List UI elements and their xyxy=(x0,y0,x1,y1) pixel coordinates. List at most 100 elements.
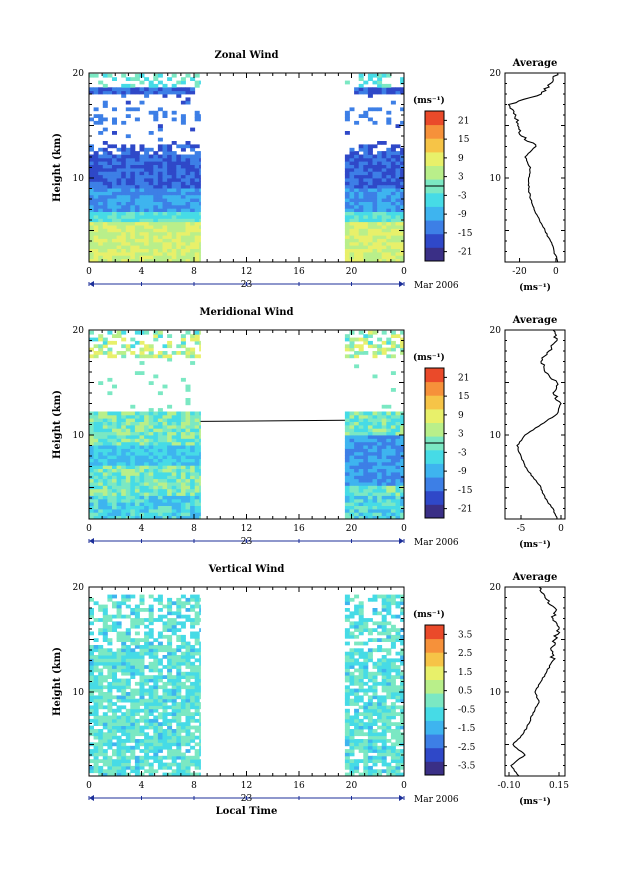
heatmap-cell xyxy=(363,418,369,422)
heatmap-cell xyxy=(395,90,401,95)
heatmap-cell xyxy=(358,732,364,737)
heatmap-cell xyxy=(386,340,392,345)
heatmap-cell xyxy=(386,638,392,642)
heatmap-cell xyxy=(176,144,182,149)
heatmap-cell xyxy=(125,505,131,510)
heatmap-cell xyxy=(139,729,145,733)
heatmap-cell xyxy=(180,675,186,679)
heatmap-cell xyxy=(98,418,104,422)
heatmap-cell xyxy=(157,421,163,426)
heatmap-cell xyxy=(121,482,127,486)
heatmap-cell xyxy=(153,418,159,422)
heatmap-cell xyxy=(139,191,145,196)
heatmap-cell xyxy=(377,418,383,422)
heatmap-cell xyxy=(107,688,113,693)
heatmap-cell xyxy=(112,468,117,473)
heatmap-cell xyxy=(194,729,200,733)
heatmap-cell xyxy=(130,465,136,469)
heatmap-cell xyxy=(390,435,396,439)
heatmap-cell xyxy=(98,258,104,263)
heatmap-cell xyxy=(157,492,163,496)
heatmap-cell xyxy=(199,114,201,118)
heatmap-cell xyxy=(176,508,182,513)
heatmap-cell xyxy=(194,698,200,703)
colorbar-segment xyxy=(425,693,444,708)
heatmap-cell xyxy=(153,241,159,246)
heatmap-cell xyxy=(162,235,168,239)
heatmap-cell xyxy=(171,621,177,626)
heatmap-cell xyxy=(367,678,373,683)
heatmap-cell xyxy=(194,114,200,118)
heatmap-cell xyxy=(98,337,104,342)
heatmap-cell xyxy=(381,608,387,612)
heatmap-cell xyxy=(171,465,177,469)
heatmap-cell xyxy=(171,117,177,122)
heatmap-cell xyxy=(377,178,383,182)
heatmap-cell xyxy=(358,241,364,246)
heatmap-cell xyxy=(194,772,200,777)
heatmap-cell xyxy=(354,458,360,463)
heatmap-cell xyxy=(377,201,383,206)
heatmap-cell xyxy=(377,638,383,642)
heatmap-cell xyxy=(190,167,196,172)
colorbar-segment xyxy=(425,233,444,248)
heatmap-cell xyxy=(358,742,364,747)
heatmap-cell xyxy=(162,712,168,716)
heatmap-cell xyxy=(176,749,182,753)
heatmap-cell xyxy=(176,90,182,95)
heatmap-cell xyxy=(377,661,383,666)
heatmap-cell xyxy=(386,685,392,690)
heatmap-cell xyxy=(180,451,186,456)
colorbar-tick-label: 3.5 xyxy=(458,630,473,640)
heatmap-cell xyxy=(93,184,99,189)
heatmap-cell xyxy=(116,621,122,626)
heatmap-cell xyxy=(89,411,94,416)
heatmap-cell xyxy=(199,455,201,459)
heatmap-cell xyxy=(358,251,364,256)
heatmap-cell xyxy=(107,661,113,666)
heatmap-cell xyxy=(358,337,364,342)
heatmap-cell xyxy=(358,472,364,476)
heatmap-cell xyxy=(171,245,177,249)
heatmap-cell xyxy=(167,421,173,426)
heatmap-cell xyxy=(199,675,201,679)
heatmap-cell xyxy=(344,505,350,510)
heatmap-cell xyxy=(390,685,396,690)
heatmap-cell xyxy=(400,255,405,260)
heatmap-cell xyxy=(167,655,173,659)
heatmap-cell xyxy=(349,722,355,726)
heatmap-cell xyxy=(112,340,117,345)
heatmap-cell xyxy=(381,685,387,690)
heatmap-cell xyxy=(194,472,200,476)
heatmap-cell xyxy=(400,208,405,212)
heatmap-cell xyxy=(98,512,104,517)
heatmap-cell xyxy=(167,618,173,622)
heatmap-cell xyxy=(358,739,364,743)
heatmap-cell xyxy=(130,739,136,743)
heatmap-cell xyxy=(386,248,392,253)
heatmap-cell xyxy=(386,621,392,626)
heatmap-cell xyxy=(176,204,182,209)
heatmap-cell xyxy=(400,498,405,503)
heatmap-cell xyxy=(190,194,196,199)
heatmap-cell xyxy=(93,648,99,653)
heatmap-cell xyxy=(390,729,396,733)
heatmap-cell xyxy=(390,251,396,256)
heatmap-cell xyxy=(102,752,108,757)
heatmap-cell xyxy=(358,83,364,88)
heatmap-cell xyxy=(102,421,108,426)
heatmap-cell xyxy=(148,641,154,646)
heatmap-cell xyxy=(171,692,177,696)
heatmap-cell xyxy=(171,495,177,500)
heatmap-cell xyxy=(381,90,387,95)
heatmap-cell xyxy=(98,695,104,700)
heatmap-cell xyxy=(363,498,369,503)
heatmap-cell xyxy=(363,508,369,513)
heatmap-cell xyxy=(349,655,355,659)
heatmap-cell xyxy=(176,428,182,433)
heatmap-cell xyxy=(395,431,401,436)
heatmap-cell xyxy=(148,631,154,636)
heatmap-cell xyxy=(363,208,369,212)
heatmap-cell xyxy=(112,651,117,656)
heatmap-cell xyxy=(125,428,131,433)
